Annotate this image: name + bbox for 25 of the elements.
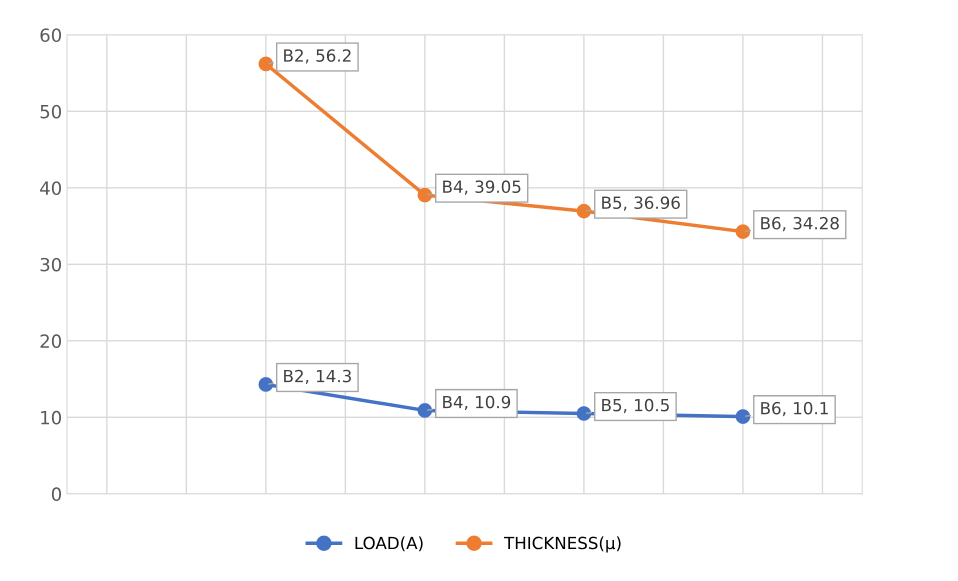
data-label: B4, 10.9 — [443, 396, 510, 410]
data-label: B4, 39.05 — [443, 180, 520, 195]
y-tick-label: 20 — [40, 334, 61, 348]
y-tick-label: 60 — [40, 28, 61, 42]
legend-label: THICKNESS(µ) — [504, 536, 621, 553]
y-tick-label: 10 — [41, 410, 61, 424]
data-label: B5, 10.5 — [602, 398, 669, 414]
point — [576, 204, 592, 218]
point — [418, 188, 432, 202]
data-label: B2, 56.2 — [284, 49, 351, 64]
point — [258, 56, 274, 72]
y-tick-label: 40 — [40, 181, 61, 195]
data-label: B6, 34.28 — [761, 216, 839, 232]
data-label: B5, 36.96 — [602, 196, 680, 211]
point — [736, 224, 750, 239]
point — [258, 377, 274, 392]
point — [576, 406, 592, 421]
point — [736, 409, 750, 424]
y-tick-label: 0 — [52, 487, 61, 501]
point — [418, 403, 432, 418]
y-tick-label: 50 — [40, 104, 61, 118]
y-tick-label: 30 — [40, 258, 61, 272]
legend-label: LOAD(A) — [356, 536, 423, 552]
data-label: B6, 10.1 — [761, 402, 828, 416]
data-label: B2, 14.3 — [284, 370, 351, 384]
